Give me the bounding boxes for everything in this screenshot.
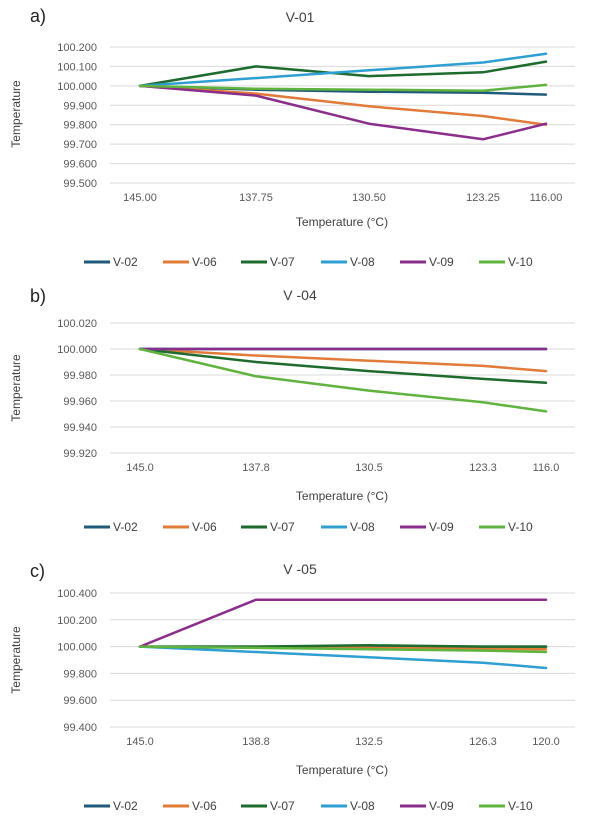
y-tick-label: 100.000 [57, 642, 97, 654]
legend-label: V-02 [113, 255, 138, 269]
panel-label: b) [30, 286, 46, 306]
legend-label: V-08 [350, 255, 375, 269]
x-axis-title: Temperature (°C) [296, 489, 388, 503]
y-tick-label: 99.400 [63, 722, 97, 734]
y-tick-label: 100.100 [57, 61, 97, 73]
x-tick-label: 130.50 [352, 192, 386, 204]
chart-title: V-01 [286, 9, 315, 25]
legend-label: V-09 [429, 520, 454, 534]
x-tick-label: 130.5 [355, 462, 383, 474]
legend: V-02 V-06 V-07 V-08 V-09 V-10 [84, 520, 533, 534]
legend-label: V-02 [113, 520, 138, 534]
legend-label: V-06 [192, 520, 217, 534]
series-line-v-10 [138, 83, 548, 92]
series-line-v-07 [138, 60, 548, 88]
x-tick-label: 138.8 [242, 736, 270, 748]
legend: V-02 V-06 V-07 V-08 V-09 V-10 [84, 799, 533, 813]
x-tick-label: 116.0 [533, 462, 560, 474]
y-tick-label: 99.920 [63, 448, 97, 460]
legend-label: V-08 [350, 520, 375, 534]
x-tick-label: 120.0 [532, 736, 560, 748]
legend-label: V-06 [192, 799, 217, 813]
legend-label: V-06 [192, 255, 217, 269]
y-tick-label: 100.000 [57, 81, 97, 93]
legend-label: V-07 [270, 520, 295, 534]
x-axis-title: Temperature (°C) [296, 763, 388, 777]
y-tick-label: 99.600 [63, 695, 97, 707]
x-tick-label: 145.0 [126, 736, 154, 748]
y-tick-label: 99.700 [63, 139, 97, 151]
chart-panel-2: b) V -04 99.920 99.940 99.960 99.980 100.000 10… [9, 286, 575, 534]
chart-title: V -04 [283, 287, 317, 303]
x-tick-label: 145.00 [123, 192, 157, 204]
series-line-v-09 [138, 84, 548, 141]
legend: V-02 V-06 V-07 V-08 V-09 V-10 [84, 255, 533, 269]
series-line-v-06 [138, 347, 548, 373]
chart-panel-3: c) V -05 99.400 99.600 99.800 100.000 100.200 1… [9, 561, 575, 813]
panel-label: c) [30, 561, 45, 581]
x-tick-label: 145.0 [126, 462, 154, 474]
y-tick-label: 100.020 [57, 318, 97, 330]
panel-label: a) [30, 6, 46, 26]
x-axis-title: Temperature (°C) [296, 215, 388, 229]
y-tick-label: 99.980 [63, 370, 97, 382]
x-tick-label: 126.3 [469, 736, 497, 748]
legend-label: V-07 [270, 255, 295, 269]
chart-title: V -05 [283, 561, 317, 577]
y-tick-label: 99.800 [63, 668, 97, 680]
x-tick-label: 132.5 [355, 736, 383, 748]
y-axis-title: Temperature [9, 354, 23, 422]
x-tick-label: 137.75 [239, 192, 273, 204]
legend-label: V-08 [350, 799, 375, 813]
legend-label: V-10 [508, 799, 533, 813]
y-tick-label: 99.900 [63, 100, 97, 112]
series-line-v-08 [138, 645, 548, 670]
y-tick-label: 100.200 [57, 42, 97, 54]
y-tick-label: 99.960 [63, 396, 97, 408]
x-tick-label: 137.8 [242, 462, 270, 474]
y-tick-label: 99.800 [63, 120, 97, 132]
legend-label: V-10 [508, 520, 533, 534]
y-tick-label: 99.500 [63, 178, 97, 190]
y-tick-label: 100.000 [57, 344, 97, 356]
y-axis-title: Temperature [9, 80, 23, 148]
series-line-v-10 [138, 645, 548, 654]
x-tick-label: 116.00 [530, 192, 563, 204]
y-axis-title: Temperature [9, 626, 23, 694]
series-line-v-10 [138, 347, 548, 413]
chart-panel-1: a) V-01 99.500 99.600 99.700 99.800 99.900 100.… [9, 6, 575, 269]
x-tick-label: 123.25 [466, 192, 500, 204]
y-tick-label: 100.200 [57, 615, 97, 627]
y-tick-label: 100.400 [57, 588, 97, 600]
series-line-v-07 [138, 347, 548, 385]
series-line-v-06 [138, 84, 548, 126]
legend-label: V-09 [429, 255, 454, 269]
y-tick-label: 99.940 [63, 422, 97, 434]
y-tick-label: 99.600 [63, 159, 97, 171]
legend-label: V-10 [508, 255, 533, 269]
legend-label: V-07 [270, 799, 295, 813]
series-line-v-09 [138, 598, 548, 648]
x-tick-label: 123.3 [469, 462, 497, 474]
legend-label: V-09 [429, 799, 454, 813]
legend-label: V-02 [113, 799, 138, 813]
series-line-v-08 [138, 52, 548, 88]
